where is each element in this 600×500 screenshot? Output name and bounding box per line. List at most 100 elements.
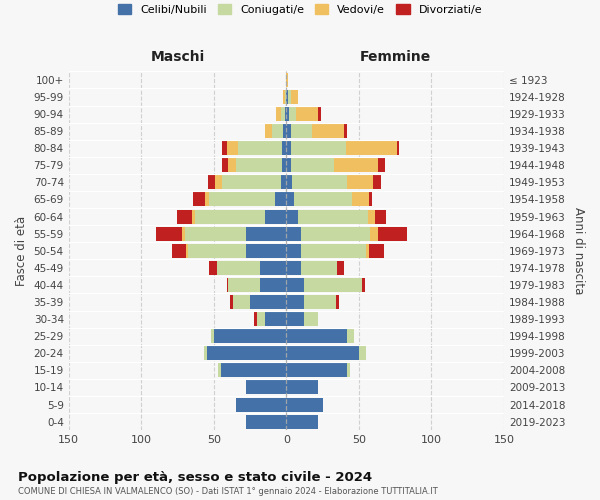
Bar <box>228 278 260 292</box>
Bar <box>301 261 337 275</box>
Bar <box>186 244 188 258</box>
Bar <box>368 210 375 224</box>
Bar <box>185 226 245 240</box>
Bar <box>172 244 186 258</box>
Bar <box>286 398 323 411</box>
Bar <box>286 380 318 394</box>
Bar <box>276 107 281 121</box>
Bar <box>238 141 282 155</box>
Bar <box>286 244 301 258</box>
Bar <box>334 158 378 172</box>
Bar <box>281 176 286 190</box>
Text: Femmine: Femmine <box>359 50 431 64</box>
Bar <box>375 210 386 224</box>
Bar <box>286 329 347 343</box>
Bar <box>236 398 286 411</box>
Bar <box>265 124 272 138</box>
Bar <box>286 210 298 224</box>
Bar <box>286 124 290 138</box>
Bar <box>286 278 304 292</box>
Bar <box>209 261 217 275</box>
Bar <box>369 192 372 206</box>
Bar <box>286 312 304 326</box>
Bar <box>286 90 288 104</box>
Bar <box>290 158 334 172</box>
Bar <box>265 210 286 224</box>
Bar <box>286 226 301 240</box>
Bar <box>282 141 286 155</box>
Bar <box>188 244 245 258</box>
Bar <box>289 107 296 121</box>
Bar <box>228 158 236 172</box>
Bar <box>304 278 362 292</box>
Bar <box>245 244 286 258</box>
Bar <box>209 192 275 206</box>
Bar <box>215 176 223 190</box>
Bar <box>285 107 286 121</box>
Bar <box>223 141 227 155</box>
Bar <box>335 295 338 309</box>
Bar <box>318 107 321 121</box>
Bar <box>370 226 378 240</box>
Bar <box>205 192 209 206</box>
Bar <box>257 312 265 326</box>
Bar <box>293 192 352 206</box>
Bar <box>359 346 366 360</box>
Bar <box>217 261 260 275</box>
Bar <box>218 364 221 378</box>
Bar <box>286 346 359 360</box>
Y-axis label: Fasce di età: Fasce di età <box>15 216 28 286</box>
Bar <box>296 107 318 121</box>
Bar <box>195 210 265 224</box>
Bar <box>203 346 206 360</box>
Bar <box>223 158 228 172</box>
Bar <box>362 278 365 292</box>
Bar <box>347 329 355 343</box>
Bar <box>378 226 407 240</box>
Bar <box>275 192 286 206</box>
Bar <box>290 141 346 155</box>
Bar <box>233 295 250 309</box>
Bar <box>182 226 185 240</box>
Bar <box>304 312 318 326</box>
Text: Maschi: Maschi <box>151 50 205 64</box>
Bar <box>227 141 238 155</box>
Bar <box>245 414 286 428</box>
Bar <box>272 124 283 138</box>
Bar <box>283 90 285 104</box>
Bar <box>304 295 335 309</box>
Bar <box>245 380 286 394</box>
Bar <box>378 158 385 172</box>
Bar <box>347 176 373 190</box>
Bar <box>286 158 290 172</box>
Bar <box>352 192 369 206</box>
Bar <box>286 295 304 309</box>
Bar <box>281 107 285 121</box>
Bar <box>301 226 370 240</box>
Bar <box>347 364 350 378</box>
Y-axis label: Anni di nascita: Anni di nascita <box>572 207 585 294</box>
Bar <box>211 329 214 343</box>
Bar <box>208 176 215 190</box>
Legend: Celibi/Nubili, Coniugati/e, Vedovi/e, Divorziati/e: Celibi/Nubili, Coniugati/e, Vedovi/e, Di… <box>113 0 487 20</box>
Bar <box>193 192 205 206</box>
Bar <box>337 261 344 275</box>
Bar <box>227 278 228 292</box>
Bar <box>206 346 286 360</box>
Bar <box>346 141 397 155</box>
Bar <box>214 329 286 343</box>
Bar <box>285 90 286 104</box>
Bar <box>250 295 286 309</box>
Bar <box>223 176 281 190</box>
Bar <box>373 176 380 190</box>
Bar <box>156 226 182 240</box>
Bar <box>301 244 366 258</box>
Text: COMUNE DI CHIESA IN VALMALENCO (SO) - Dati ISTAT 1° gennaio 2024 - Elaborazione : COMUNE DI CHIESA IN VALMALENCO (SO) - Da… <box>18 488 438 496</box>
Bar <box>286 261 301 275</box>
Bar <box>286 176 292 190</box>
Bar <box>344 124 347 138</box>
Bar <box>286 73 288 87</box>
Bar <box>265 312 286 326</box>
Bar <box>290 124 313 138</box>
Bar <box>286 364 347 378</box>
